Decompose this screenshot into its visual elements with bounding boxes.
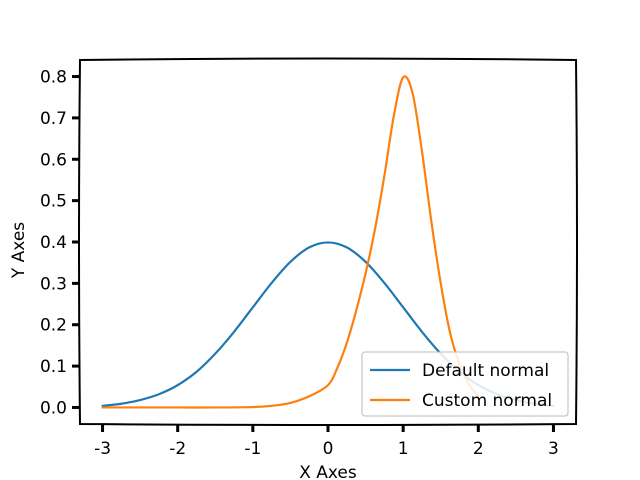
legend: Default normal Custom normal	[361, 351, 569, 417]
legend-label-custom-normal: Custom normal	[422, 391, 552, 411]
x-axis: -3 -2 -1 0 1 2 3	[94, 424, 559, 459]
legend-box	[361, 351, 569, 417]
y-tick-label: 0.8	[40, 68, 67, 88]
y-tick-label: 0.0	[40, 398, 67, 418]
x-tick-label: -2	[169, 439, 186, 459]
x-tick-label: -1	[244, 439, 261, 459]
y-tick-label: 0.2	[40, 316, 67, 336]
x-tick-label: 1	[398, 439, 409, 459]
y-tick-label: 0.6	[40, 150, 67, 170]
y-tick-label: 0.7	[40, 109, 67, 129]
y-axis-label: Y Axes	[9, 222, 29, 279]
plot-frame	[78, 57, 578, 426]
legend-label-default-normal: Default normal	[422, 361, 549, 381]
x-axis-label: X Axes	[299, 463, 357, 480]
x-tick-label: 3	[548, 439, 559, 459]
y-tick-label: 0.3	[40, 274, 67, 294]
y-tick-label: 0.1	[40, 357, 67, 377]
y-tick-label: 0.4	[40, 233, 67, 253]
y-tick-label: 0.5	[40, 192, 67, 212]
x-tick-label: 0	[323, 439, 334, 459]
y-axis: 0.0 0.1 0.2 0.3 0.4 0.5 0.6 0.7 0.8	[40, 68, 80, 418]
series-line-custom-normal	[101, 75, 480, 409]
x-tick-label: -3	[94, 439, 111, 459]
x-tick-label: 2	[473, 439, 484, 459]
